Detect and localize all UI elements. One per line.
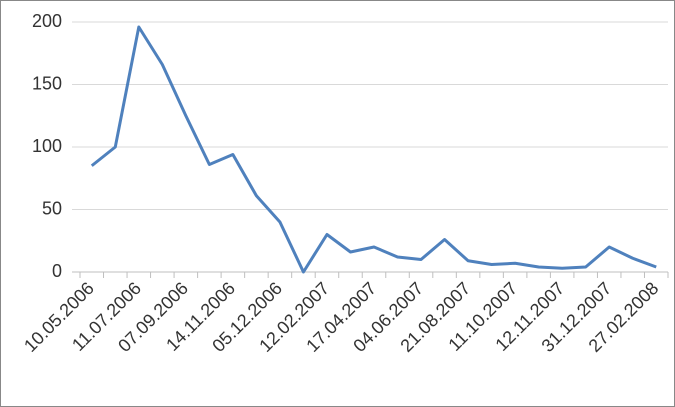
y-tick-label: 200: [32, 11, 62, 31]
y-tick-label: 50: [42, 198, 62, 218]
y-tick-label: 100: [32, 136, 62, 156]
line-series: [90, 25, 657, 274]
y-tick-label: 0: [52, 261, 62, 281]
y-tick-label: 150: [32, 73, 62, 93]
